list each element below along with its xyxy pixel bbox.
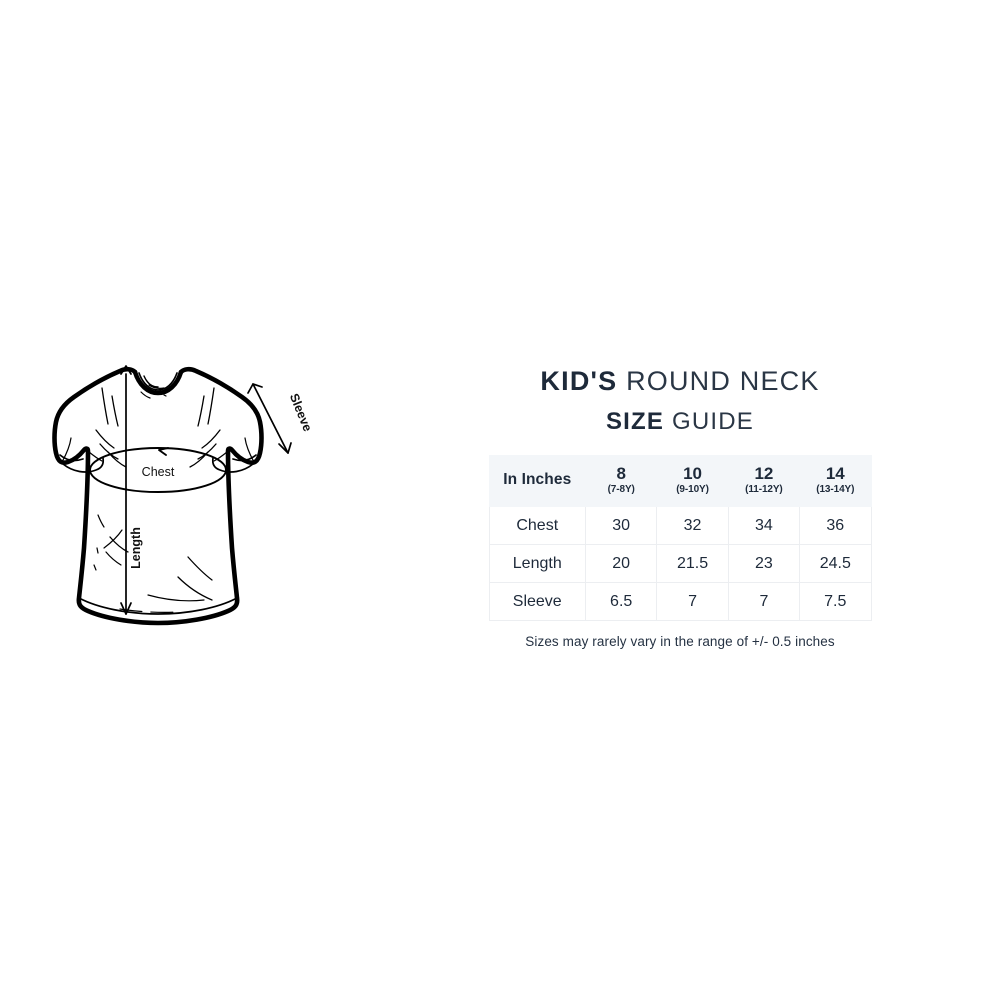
t-shirt-illustration: Chest Length Sleeve xyxy=(40,352,340,652)
size-table-container: In Inches 8 (7-8Y) 10 (9-10Y) 12 (11-12Y… xyxy=(430,455,930,621)
cell-chest-14: 36 xyxy=(799,506,872,545)
size-age-range: (9-10Y) xyxy=(676,484,709,495)
size-guide-panel: KID'S ROUND NECK SIZE GUIDE In Inches xyxy=(430,365,930,649)
row-label-chest: Chest xyxy=(488,506,586,545)
table-header-row: In Inches 8 (7-8Y) 10 (9-10Y) 12 (11-12Y… xyxy=(488,455,872,507)
table-row: Length 20 21.5 23 24.5 xyxy=(488,544,872,583)
size-number: 14 xyxy=(825,464,845,483)
page-title-light: ROUND NECK xyxy=(626,366,820,396)
size-table-head: In Inches 8 (7-8Y) 10 (9-10Y) 12 (11-12Y… xyxy=(488,455,872,507)
size-table: In Inches 8 (7-8Y) 10 (9-10Y) 12 (11-12Y… xyxy=(488,455,872,621)
table-corner-header: In Inches xyxy=(488,455,586,507)
table-header-size-3: 14 (13-14Y) xyxy=(799,455,872,507)
size-age-range: (11-12Y) xyxy=(745,484,783,495)
size-variance-note: Sizes may rarely vary in the range of +/… xyxy=(525,634,835,649)
page-title-bold: KID'S xyxy=(540,366,618,396)
size-number: 10 xyxy=(683,464,702,483)
table-header-size-1: 10 (9-10Y) xyxy=(656,455,729,507)
size-number: 8 xyxy=(616,464,626,483)
size-number: 12 xyxy=(754,464,774,483)
chest-label: Chest xyxy=(142,465,175,479)
row-label-length: Length xyxy=(488,544,586,583)
page-subtitle: SIZE GUIDE xyxy=(430,408,930,436)
page-subtitle-light: GUIDE xyxy=(672,408,755,435)
cell-sleeve-8: 6.5 xyxy=(584,582,658,621)
sleeve-label: Sleeve xyxy=(287,392,315,434)
cell-chest-8: 30 xyxy=(584,506,658,545)
table-row: Sleeve 6.5 7 7 7.5 xyxy=(488,582,872,621)
cell-length-8: 20 xyxy=(584,544,658,583)
page-title: KID'S ROUND NECK xyxy=(430,365,930,397)
table-header-size-0: 8 (7-8Y) xyxy=(584,455,658,507)
table-header-size-2: 12 (11-12Y) xyxy=(727,455,801,507)
cell-chest-12: 34 xyxy=(727,506,801,545)
cell-length-10: 21.5 xyxy=(656,544,729,583)
cell-chest-10: 32 xyxy=(656,506,729,545)
cell-sleeve-14: 7.5 xyxy=(799,582,872,621)
table-row: Chest 30 32 34 36 xyxy=(488,506,872,545)
cell-sleeve-10: 7 xyxy=(656,582,729,621)
cell-length-12: 23 xyxy=(727,544,801,583)
row-label-sleeve: Sleeve xyxy=(488,582,586,621)
cell-length-14: 24.5 xyxy=(799,544,872,583)
cell-sleeve-12: 7 xyxy=(727,582,801,621)
length-label: Length xyxy=(129,527,143,569)
page-subtitle-bold: SIZE xyxy=(605,408,665,435)
size-table-body: Chest 30 32 34 36 Length 20 21.5 23 24.5 xyxy=(488,506,872,621)
size-age-range: (13-14Y) xyxy=(816,484,855,495)
size-age-range: (7-8Y) xyxy=(607,484,635,495)
